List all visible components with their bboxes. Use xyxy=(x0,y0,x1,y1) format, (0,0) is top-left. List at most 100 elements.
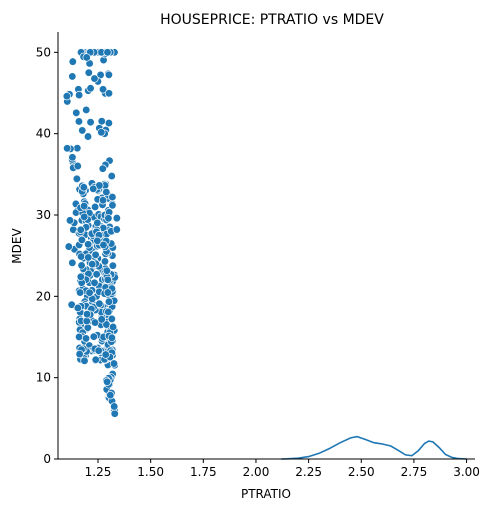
scatter-point xyxy=(75,288,85,297)
y-tick-label: 20 xyxy=(36,289,51,303)
x-tick-label: 2.00 xyxy=(243,465,270,479)
scatter-point xyxy=(98,196,108,205)
scatter-point xyxy=(63,144,72,153)
x-tick-label: 1.25 xyxy=(85,465,112,479)
scatter-point xyxy=(103,48,112,57)
scatter-point xyxy=(106,391,115,400)
x-tick-label: 1.50 xyxy=(137,465,164,479)
scatter-point xyxy=(78,126,87,135)
y-tick-label: 40 xyxy=(36,127,51,141)
chart-title: HOUSEPRICE: PTRATIO vs MDEV xyxy=(160,12,384,28)
scatter-point xyxy=(73,303,82,313)
scatter-point xyxy=(79,183,88,192)
scatter-point xyxy=(64,242,73,251)
scatter-point xyxy=(90,278,99,287)
x-tick-label: 2.25 xyxy=(295,465,322,479)
scatter-point xyxy=(108,201,117,210)
scatter-point xyxy=(82,316,91,326)
scatter-point xyxy=(90,202,100,212)
scatter-point xyxy=(77,261,86,270)
scatter-point xyxy=(75,349,84,359)
scatter-point xyxy=(86,117,95,127)
scatter-point xyxy=(72,108,81,118)
x-axis-ticks: 1.25 1.50 1.75 2.00 2.25 2.50 2.75 3.00 xyxy=(85,459,480,479)
x-axis-label: PTRATIO xyxy=(241,487,291,501)
scatter-point xyxy=(98,164,107,173)
scatter-point xyxy=(101,350,110,359)
scatter-point xyxy=(73,143,82,153)
scatter-point xyxy=(94,346,103,355)
scatter-point xyxy=(82,310,92,319)
scatter-point xyxy=(83,240,93,249)
scatter-point xyxy=(62,92,72,101)
scatter-point xyxy=(107,314,116,324)
y-tick-label: 30 xyxy=(36,208,51,222)
scatter-point xyxy=(97,117,106,126)
scatter-point xyxy=(103,275,112,284)
scatter-point xyxy=(68,72,77,81)
scatter-points xyxy=(62,48,121,418)
scatter-point xyxy=(86,84,95,93)
scatter-point xyxy=(104,89,114,98)
y-axis-label: MDEV xyxy=(10,228,24,264)
scatter-point xyxy=(93,236,102,245)
scatter-point xyxy=(74,90,84,100)
scatter-point xyxy=(82,105,91,115)
scatter-point xyxy=(84,68,93,77)
x-tick-label: 3.00 xyxy=(453,465,480,479)
scatter-point xyxy=(93,218,102,228)
scatter-point xyxy=(84,253,93,262)
x-tick-label: 2.75 xyxy=(401,465,428,479)
scatter-point xyxy=(108,192,117,202)
scatter-point xyxy=(90,318,100,327)
scatter-point xyxy=(102,266,111,275)
scatter-point xyxy=(104,70,114,79)
kde-curve xyxy=(281,435,467,460)
scatter-point xyxy=(95,299,104,308)
scatter-point xyxy=(89,184,98,194)
scatter-point xyxy=(98,85,108,94)
scatter-point xyxy=(68,153,77,162)
scatter-point xyxy=(89,332,98,341)
scatter-point xyxy=(77,235,87,245)
scatter-point xyxy=(68,258,77,267)
scatter-point xyxy=(112,213,121,223)
scatter-point xyxy=(108,322,118,332)
scatter-point xyxy=(97,128,106,137)
x-tick-label: 2.50 xyxy=(348,465,375,479)
scatter-point xyxy=(76,272,85,281)
scatter-point xyxy=(104,307,113,317)
scatter-point xyxy=(82,53,91,62)
scatter-point xyxy=(104,118,114,128)
scatter-point xyxy=(104,214,113,223)
scatter-point xyxy=(73,161,82,171)
scatter-point xyxy=(83,132,93,141)
scatter-point xyxy=(102,377,112,387)
scatter-point xyxy=(77,252,86,261)
scatter-point xyxy=(103,288,112,297)
scatter-point xyxy=(109,359,119,368)
y-tick-label: 0 xyxy=(43,452,51,466)
scatter-point xyxy=(104,297,114,306)
scatter-point xyxy=(107,171,116,181)
scatter-point xyxy=(68,57,77,66)
scatter-point xyxy=(92,270,101,279)
scatter-point xyxy=(97,315,106,324)
scatter-point xyxy=(88,259,97,269)
scatter-point xyxy=(76,225,85,234)
y-tick-label: 10 xyxy=(36,371,51,385)
scatter-point xyxy=(107,333,117,342)
scatter-point xyxy=(65,216,75,225)
scatter-point xyxy=(74,332,84,342)
x-tick-label: 1.75 xyxy=(190,465,217,479)
scatter-point xyxy=(74,117,84,126)
scatter-point xyxy=(100,257,110,266)
scatter-point xyxy=(102,187,111,197)
scatter-point xyxy=(112,225,121,234)
scatter-point xyxy=(72,174,82,184)
scatter-point xyxy=(81,334,91,343)
scatter-point xyxy=(110,402,119,411)
y-axis-ticks: 0 10 20 30 40 50 xyxy=(36,45,58,466)
scatter-point xyxy=(85,288,94,297)
